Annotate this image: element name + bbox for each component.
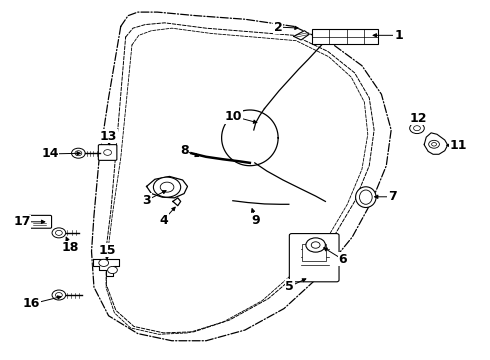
Circle shape [55, 293, 62, 297]
Text: 2: 2 [274, 21, 283, 33]
Circle shape [72, 148, 85, 158]
Text: 7: 7 [388, 190, 396, 203]
Bar [302, 244, 326, 261]
Text: 10: 10 [225, 110, 243, 123]
Polygon shape [93, 259, 119, 276]
Circle shape [99, 259, 109, 266]
Circle shape [153, 177, 181, 197]
Circle shape [432, 143, 437, 146]
Circle shape [55, 230, 62, 235]
Text: 18: 18 [62, 241, 79, 255]
Circle shape [75, 151, 82, 156]
Polygon shape [147, 176, 188, 198]
Polygon shape [294, 31, 309, 40]
Circle shape [311, 242, 320, 248]
Text: 13: 13 [100, 130, 117, 143]
FancyBboxPatch shape [98, 145, 117, 160]
Circle shape [160, 182, 174, 192]
Circle shape [52, 290, 66, 300]
Text: 9: 9 [251, 213, 260, 226]
FancyBboxPatch shape [28, 215, 51, 228]
Circle shape [104, 150, 112, 156]
Text: 8: 8 [180, 144, 189, 157]
Text: 11: 11 [449, 139, 466, 152]
Ellipse shape [360, 190, 372, 204]
Text: 5: 5 [286, 280, 294, 293]
Circle shape [306, 238, 325, 252]
Text: 14: 14 [41, 148, 59, 161]
Polygon shape [424, 133, 448, 154]
Bar [312, 28, 378, 44]
Circle shape [108, 266, 117, 274]
Circle shape [429, 140, 440, 148]
Text: 12: 12 [410, 112, 427, 125]
Text: 16: 16 [23, 297, 40, 310]
Circle shape [414, 126, 420, 131]
Text: 1: 1 [394, 29, 403, 42]
Text: 3: 3 [142, 194, 151, 207]
FancyBboxPatch shape [289, 234, 339, 282]
Text: 6: 6 [338, 253, 347, 266]
Text: 4: 4 [159, 213, 168, 226]
Ellipse shape [356, 187, 376, 207]
Circle shape [410, 123, 424, 134]
Text: 15: 15 [98, 244, 116, 257]
Circle shape [52, 228, 66, 238]
Text: 17: 17 [13, 215, 30, 228]
